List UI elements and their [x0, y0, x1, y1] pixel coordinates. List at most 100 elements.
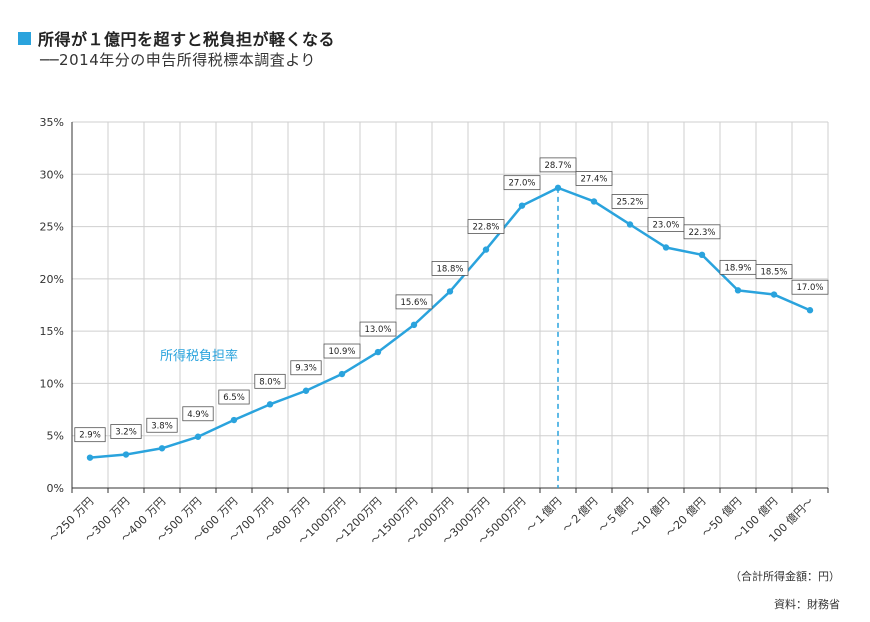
source-note: 資料：財務省 — [774, 598, 840, 611]
data-point — [374, 348, 382, 356]
data-label-text: 3.2% — [115, 428, 137, 438]
data-point — [302, 387, 310, 394]
data-point — [662, 244, 670, 251]
y-tick-label: 35% — [40, 116, 64, 129]
data-label: 18.5% — [755, 264, 793, 279]
data-label-box — [359, 321, 397, 337]
data-label-box — [755, 264, 793, 279]
data-point — [410, 321, 418, 329]
y-tick-label: 30% — [40, 168, 64, 181]
data-label-text: 27.0% — [508, 179, 535, 189]
data-label-text: 9.3% — [295, 364, 317, 374]
data-point — [698, 251, 706, 259]
data-label: 27.0% — [503, 175, 541, 191]
data-label: 17.0% — [791, 279, 829, 295]
data-label: 27.4% — [575, 171, 613, 186]
data-label-text: 2.9% — [79, 431, 101, 441]
chart-title-text: 所得が１億円を超すと税負担が軽くなる — [38, 30, 336, 49]
data-point — [770, 291, 778, 298]
data-label-text: 10.9% — [328, 347, 355, 357]
data-label-text: 17.0% — [796, 283, 823, 293]
data-label-text: 18.8% — [436, 264, 463, 274]
data-label-text: 8.0% — [259, 377, 281, 387]
data-point — [266, 401, 274, 408]
data-label-box — [218, 389, 250, 405]
data-label-box — [431, 261, 469, 276]
data-label-text: 22.8% — [472, 223, 499, 233]
data-label-box — [254, 373, 286, 389]
data-point — [626, 221, 634, 228]
data-label-box — [74, 427, 106, 443]
data-label-text: 15.6% — [400, 298, 427, 308]
data-label: 22.3% — [683, 224, 721, 240]
data-label-text: 13.0% — [364, 325, 391, 335]
title-marker-icon — [18, 31, 31, 45]
data-point — [734, 287, 742, 294]
data-label: 18.9% — [719, 259, 757, 275]
data-point — [122, 451, 130, 458]
data-label: 4.9% — [182, 406, 214, 422]
data-label: 9.3% — [290, 360, 322, 376]
y-tick-label: 0% — [47, 482, 64, 495]
data-label: 22.8% — [467, 219, 505, 234]
data-point — [86, 454, 94, 461]
data-label: 13.0% — [359, 321, 397, 337]
y-tick-label: 20% — [40, 273, 64, 286]
data-label-box — [683, 224, 721, 240]
data-point — [338, 370, 346, 378]
data-label-text: 27.4% — [580, 174, 607, 184]
data-point — [194, 433, 202, 440]
data-label-box — [323, 343, 361, 359]
data-label-box — [395, 294, 433, 310]
data-label: 25.2% — [611, 194, 649, 209]
x-tick-label: ～２億円 — [560, 495, 600, 535]
unit-note: （合計所得金額：円） — [730, 570, 840, 583]
data-label-text: 6.5% — [223, 393, 245, 403]
data-label-text: 28.7% — [544, 161, 571, 171]
data-label-box — [575, 171, 613, 186]
data-label: 18.8% — [431, 261, 469, 276]
data-label-box — [611, 194, 649, 209]
data-point — [806, 307, 814, 314]
data-label-box — [539, 157, 577, 173]
data-label: 8.0% — [254, 373, 286, 389]
data-label: 2.9% — [74, 427, 106, 443]
data-label: 28.7% — [539, 157, 577, 173]
data-label-box — [110, 424, 142, 439]
data-label-text: 23.0% — [652, 220, 679, 230]
data-label-box — [182, 406, 214, 422]
data-point — [158, 445, 166, 452]
y-tick-label: 15% — [40, 325, 64, 338]
data-label: 10.9% — [323, 343, 361, 359]
data-label: 23.0% — [647, 217, 685, 232]
data-label: 15.6% — [395, 294, 433, 310]
chart-title: 所得が１億円を超すと税負担が軽くなる — [18, 26, 335, 50]
y-tick-label: 25% — [40, 221, 64, 234]
data-point — [590, 198, 598, 205]
y-tick-label: 5% — [47, 430, 64, 443]
series-name-label: 所得税負担率 — [160, 348, 238, 364]
y-tick-label: 10% — [40, 377, 64, 390]
data-label-box — [146, 417, 178, 433]
data-label: 3.2% — [110, 424, 142, 439]
data-point — [554, 184, 562, 192]
data-point — [230, 416, 238, 424]
data-label: 6.5% — [218, 389, 250, 405]
data-point — [446, 288, 454, 295]
chart-subtitle: ──2014年分の申告所得税標本調査より — [40, 51, 316, 69]
data-point — [518, 202, 526, 209]
data-label-box — [467, 219, 505, 234]
x-tick-label: ～１億円 — [524, 495, 564, 535]
data-point — [482, 246, 490, 253]
data-label-box — [503, 175, 541, 191]
data-label-text: 18.5% — [760, 268, 787, 278]
data-label: 3.8% — [146, 417, 178, 433]
data-label-text: 18.9% — [724, 263, 751, 273]
data-label-box — [791, 279, 829, 295]
data-label-text: 25.2% — [616, 197, 643, 207]
data-label-text: 4.9% — [187, 410, 209, 420]
data-label-text: 3.8% — [151, 421, 173, 431]
data-label-text: 22.3% — [688, 228, 715, 238]
data-label-box — [290, 360, 322, 376]
